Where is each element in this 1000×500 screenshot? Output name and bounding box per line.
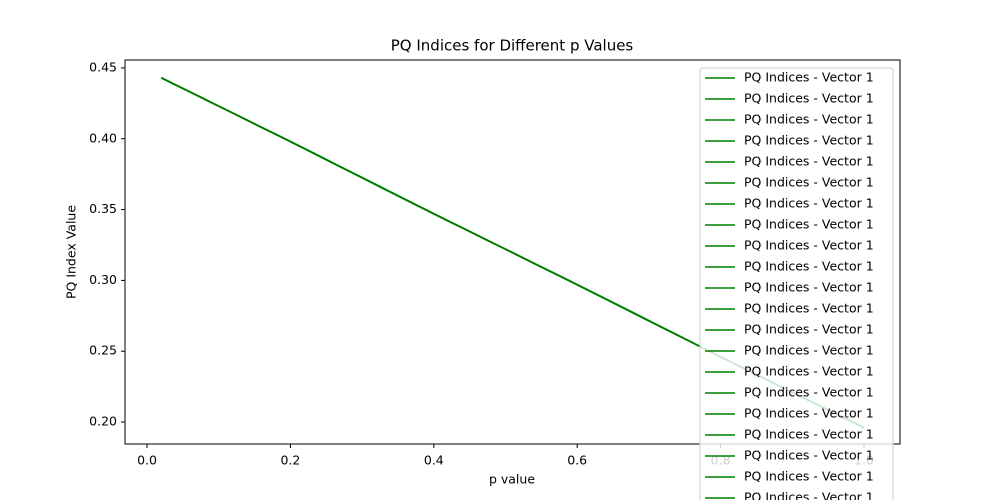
legend-label: PQ Indices - Vector 1 bbox=[744, 427, 874, 442]
legend-label: PQ Indices - Vector 1 bbox=[744, 448, 874, 463]
y-tick-label: 0.30 bbox=[89, 272, 117, 287]
legend-label: PQ Indices - Vector 1 bbox=[744, 91, 874, 106]
legend-label: PQ Indices - Vector 1 bbox=[744, 238, 874, 253]
x-axis-label: p value bbox=[489, 472, 535, 487]
plot-frame bbox=[124, 59, 901, 445]
y-tick-label: 0.25 bbox=[89, 343, 117, 358]
legend-label: PQ Indices - Vector 1 bbox=[744, 175, 874, 190]
legend-label: PQ Indices - Vector 1 bbox=[744, 406, 874, 421]
legend-label: PQ Indices - Vector 1 bbox=[744, 364, 874, 379]
legend-label: PQ Indices - Vector 1 bbox=[744, 112, 874, 127]
legend-label: PQ Indices - Vector 1 bbox=[744, 70, 874, 85]
legend-label: PQ Indices - Vector 1 bbox=[744, 217, 874, 232]
legend-box bbox=[699, 67, 894, 500]
y-tick-label: 0.45 bbox=[89, 59, 117, 74]
x-tick-label: 0.4 bbox=[424, 453, 444, 468]
y-axis-label: PQ Index Value bbox=[64, 205, 79, 299]
x-tick-label: 0.6 bbox=[567, 453, 587, 468]
y-tick-label: 0.20 bbox=[89, 414, 117, 429]
legend-label: PQ Indices - Vector 1 bbox=[744, 154, 874, 169]
y-tick-label: 0.35 bbox=[89, 201, 117, 216]
x-tick-label: 0.0 bbox=[137, 453, 157, 468]
legend-label: PQ Indices - Vector 1 bbox=[744, 322, 874, 337]
legend-label: PQ Indices - Vector 1 bbox=[744, 469, 874, 484]
legend-label: PQ Indices - Vector 1 bbox=[744, 259, 874, 274]
legend-label: PQ Indices - Vector 1 bbox=[744, 385, 874, 400]
chart-title: PQ Indices for Different p Values bbox=[391, 37, 634, 55]
legend-label: PQ Indices - Vector 1 bbox=[744, 490, 874, 500]
legend-label: PQ Indices - Vector 1 bbox=[744, 280, 874, 295]
legend-label: PQ Indices - Vector 1 bbox=[744, 301, 874, 316]
y-tick-label: 0.40 bbox=[89, 130, 117, 145]
legend-label: PQ Indices - Vector 1 bbox=[744, 133, 874, 148]
legend-label: PQ Indices - Vector 1 bbox=[744, 196, 874, 211]
x-tick-label: 0.2 bbox=[280, 453, 300, 468]
legend-label: PQ Indices - Vector 1 bbox=[744, 343, 874, 358]
